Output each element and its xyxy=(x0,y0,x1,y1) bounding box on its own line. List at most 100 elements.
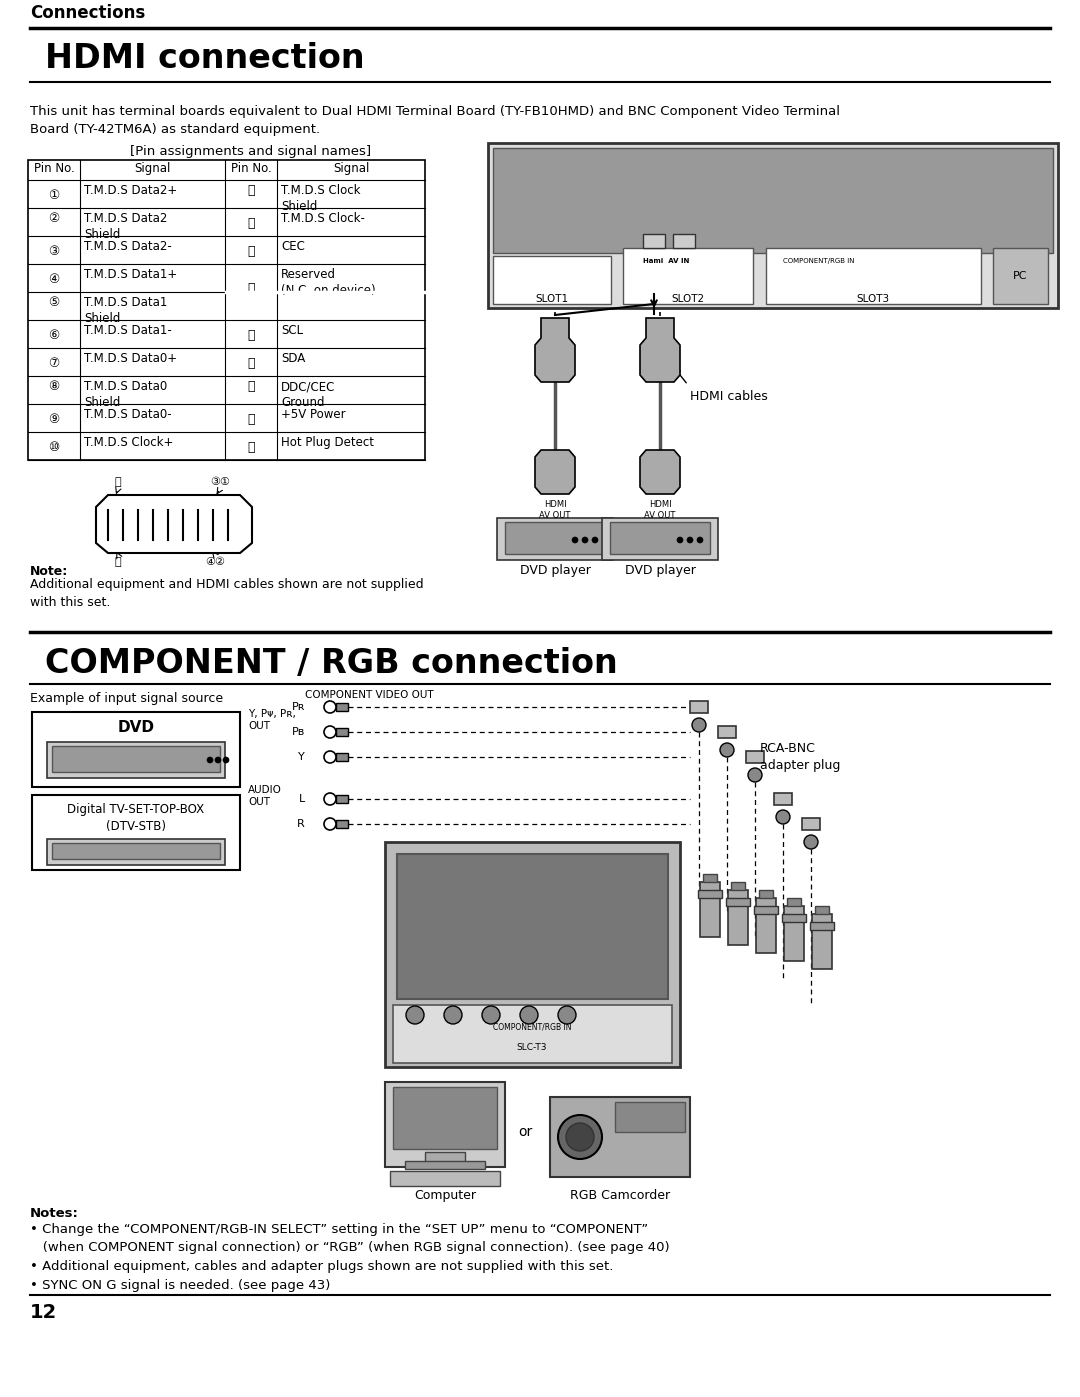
Text: SLOT1: SLOT1 xyxy=(536,293,568,305)
Bar xyxy=(405,1161,485,1169)
Text: OUT: OUT xyxy=(248,721,270,731)
Text: SLOT3: SLOT3 xyxy=(856,293,890,305)
Bar xyxy=(802,819,820,830)
Bar xyxy=(492,256,611,305)
Bar xyxy=(384,842,680,1067)
Text: Y: Y xyxy=(298,752,305,761)
Bar xyxy=(782,914,806,922)
Bar xyxy=(492,148,1053,253)
Circle shape xyxy=(777,810,789,824)
Text: T.M.D.S Data1
Shield: T.M.D.S Data1 Shield xyxy=(84,296,167,326)
Text: ⑰: ⑰ xyxy=(247,380,255,393)
Text: Hami  AV IN: Hami AV IN xyxy=(643,258,689,264)
Bar xyxy=(610,522,710,555)
Text: RGB Camcorder: RGB Camcorder xyxy=(570,1189,670,1201)
Text: Y, Pᴪ, Pʀ,: Y, Pᴪ, Pʀ, xyxy=(248,710,296,719)
Text: SLOT2: SLOT2 xyxy=(672,293,704,305)
Text: Reserved
(N.C. on device): Reserved (N.C. on device) xyxy=(281,268,376,298)
Text: COMPONENT/RGB IN: COMPONENT/RGB IN xyxy=(492,1023,571,1032)
Circle shape xyxy=(692,718,706,732)
Bar xyxy=(643,235,665,249)
Text: T.M.D.S Data1-: T.M.D.S Data1- xyxy=(84,324,172,337)
Bar xyxy=(690,701,708,712)
Bar xyxy=(505,522,605,555)
Text: PC: PC xyxy=(1013,271,1027,281)
Text: Pʀ: Pʀ xyxy=(292,703,305,712)
Text: ⑲: ⑲ xyxy=(247,441,255,454)
Text: ⑥: ⑥ xyxy=(49,330,59,342)
Bar xyxy=(784,907,804,961)
Bar xyxy=(497,518,613,560)
Circle shape xyxy=(482,1006,500,1024)
Bar xyxy=(393,1004,672,1063)
Bar xyxy=(703,875,717,882)
Bar xyxy=(812,914,832,970)
Bar xyxy=(336,703,348,711)
Text: Signal: Signal xyxy=(333,162,369,175)
Circle shape xyxy=(697,536,703,543)
Bar xyxy=(731,882,745,890)
Bar xyxy=(698,890,723,898)
Text: DVD player: DVD player xyxy=(519,564,591,577)
Text: ①: ① xyxy=(49,189,59,203)
Text: COMPONENT VIDEO OUT: COMPONENT VIDEO OUT xyxy=(305,690,434,700)
Circle shape xyxy=(222,757,229,763)
Text: This unit has terminal boards equivalent to Dual HDMI Terminal Board (TY-FB10HMD: This unit has terminal boards equivalent… xyxy=(30,105,840,136)
Text: COMPONENT / RGB connection: COMPONENT / RGB connection xyxy=(45,647,618,680)
Circle shape xyxy=(566,1123,594,1151)
Bar xyxy=(32,712,240,787)
Text: L: L xyxy=(299,793,305,805)
Text: HDMI
AV OUT: HDMI AV OUT xyxy=(645,500,676,520)
Bar xyxy=(28,161,426,460)
Bar xyxy=(623,249,753,305)
Text: R: R xyxy=(297,819,305,828)
Text: T.M.D.S Clock+: T.M.D.S Clock+ xyxy=(84,436,174,448)
Circle shape xyxy=(582,536,588,543)
Bar xyxy=(754,907,778,914)
Text: ③: ③ xyxy=(49,244,59,258)
Circle shape xyxy=(677,536,683,543)
Bar xyxy=(393,1087,497,1148)
Text: ⑱: ⑱ xyxy=(247,414,255,426)
Bar xyxy=(336,795,348,803)
Bar xyxy=(726,898,750,907)
Text: Example of input signal source: Example of input signal source xyxy=(30,692,224,705)
Bar xyxy=(32,795,240,870)
Text: T.M.D.S Data2
Shield: T.M.D.S Data2 Shield xyxy=(84,212,167,242)
Bar xyxy=(815,907,829,914)
Text: or: or xyxy=(518,1125,532,1139)
Bar xyxy=(756,898,777,953)
Text: Additional equipment and HDMI cables shown are not supplied
with this set.: Additional equipment and HDMI cables sho… xyxy=(30,578,423,609)
Bar xyxy=(48,840,225,865)
Text: T.M.D.S Data2+: T.M.D.S Data2+ xyxy=(84,184,177,197)
Text: [Pin assignments and signal names]: [Pin assignments and signal names] xyxy=(130,145,372,158)
Polygon shape xyxy=(96,495,252,553)
Text: DVD player: DVD player xyxy=(624,564,696,577)
Text: HDMI
AV OUT: HDMI AV OUT xyxy=(539,500,570,520)
Text: SCL: SCL xyxy=(281,324,303,337)
Circle shape xyxy=(720,743,734,757)
Text: ⑫: ⑫ xyxy=(247,217,255,231)
Text: SLC-T3: SLC-T3 xyxy=(516,1044,548,1052)
Text: Note:: Note: xyxy=(30,564,68,578)
Circle shape xyxy=(748,768,762,782)
Text: Computer: Computer xyxy=(414,1189,476,1201)
Text: AUDIO: AUDIO xyxy=(248,785,282,795)
Circle shape xyxy=(804,835,818,849)
Text: ⑨: ⑨ xyxy=(49,414,59,426)
Text: SDA: SDA xyxy=(281,352,306,365)
Text: 12: 12 xyxy=(30,1303,57,1322)
Circle shape xyxy=(558,1115,602,1160)
Text: ③①: ③① xyxy=(210,476,230,488)
Circle shape xyxy=(687,536,693,543)
Circle shape xyxy=(406,1006,424,1024)
Bar xyxy=(718,726,735,738)
Circle shape xyxy=(444,1006,462,1024)
Text: Connections: Connections xyxy=(30,4,145,22)
Text: Signal: Signal xyxy=(134,162,171,175)
Bar xyxy=(426,1153,465,1162)
Circle shape xyxy=(592,536,598,543)
Text: HDMI connection: HDMI connection xyxy=(45,42,365,75)
Text: ⑦: ⑦ xyxy=(49,358,59,370)
Text: T.M.D.S Data0+: T.M.D.S Data0+ xyxy=(84,352,177,365)
